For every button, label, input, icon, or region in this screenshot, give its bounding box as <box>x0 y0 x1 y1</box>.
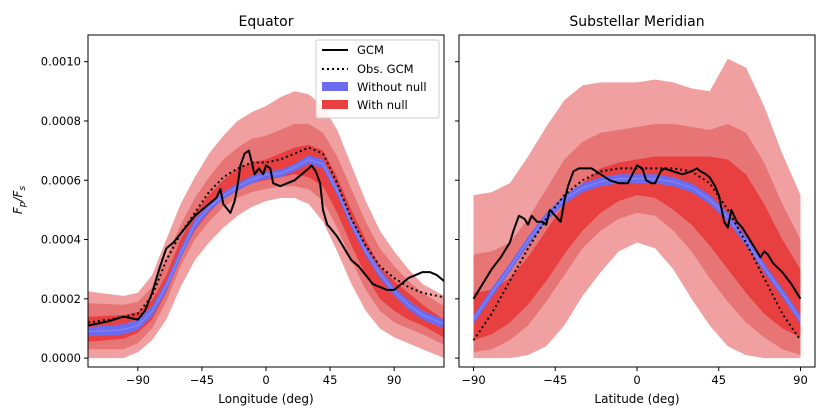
y-axis-label: Fp/Fs <box>11 186 28 215</box>
meridian-x-ticks: −90 −45 0 45 90 <box>461 367 808 387</box>
y-axis-label-sub-s: s <box>18 186 28 191</box>
x-tick-label: 45 <box>323 373 338 387</box>
legend-with-null-label: With null <box>357 98 408 112</box>
meridian-title: Substellar Meridian <box>569 14 704 30</box>
y-axis-label-slash: / <box>11 196 25 203</box>
meridian-y-ticks <box>455 61 459 359</box>
x-tick-label: 90 <box>387 373 402 387</box>
y-axis-label-main: F <box>11 206 25 214</box>
substellar-meridian-panel: Substellar Meridian −90 −45 0 45 90 Latitude… <box>455 14 816 406</box>
equator-xlabel: Longitude (deg) <box>218 392 313 406</box>
obs-gcm-line <box>472 167 802 341</box>
x-tick-label: 45 <box>711 373 726 387</box>
legend: GCM Obs. GCM Without null With null <box>315 39 440 119</box>
x-tick-label: −90 <box>126 373 150 387</box>
x-tick-label: 0 <box>262 373 269 387</box>
y-tick-label: 0.0004 <box>41 233 81 247</box>
band-with-null-inner-band <box>88 144 444 342</box>
legend-without-null-swatch <box>322 82 348 91</box>
equator-plot-area <box>88 91 444 359</box>
gcm-line <box>88 149 444 327</box>
band-without-null <box>473 174 801 324</box>
equator-title: Equator <box>239 14 294 30</box>
y-axis-label-sub-p: p <box>18 201 28 208</box>
y-tick-label: 0.0006 <box>41 173 81 187</box>
equator-x-ticks: −90 −45 0 45 90 <box>126 367 402 387</box>
meridian-plot-area <box>472 58 802 359</box>
legend-without-null-label: Without null <box>357 80 427 94</box>
without-null-center-line <box>88 158 444 332</box>
legend-frame <box>315 39 440 119</box>
band-with-null-inner-band <box>473 156 801 341</box>
y-tick-label: 0.0010 <box>41 55 81 69</box>
x-tick-label: −90 <box>461 373 485 387</box>
meridian-xlabel: Latitude (deg) <box>594 392 679 406</box>
equator-panel: Equator −90 −45 0 45 90 0.00000.00020.00040.… <box>11 14 445 406</box>
x-tick-label: −45 <box>543 373 567 387</box>
y-tick-label: 0.0000 <box>41 351 81 365</box>
band-with-null-outer-band <box>88 91 444 359</box>
y-tick-label: 0.0002 <box>41 292 81 306</box>
legend-with-null-swatch <box>322 100 348 109</box>
y-axis-label-main-2: F <box>11 189 25 197</box>
gcm-line <box>472 164 802 300</box>
x-tick-label: 0 <box>633 373 640 387</box>
x-tick-label: 90 <box>793 373 808 387</box>
legend-obs-gcm-label: Obs. GCM <box>357 62 414 76</box>
equator-y-ticks: 0.0000 0.0002 0.0004 0.0006 0.0008 0.0010 <box>41 55 88 365</box>
x-tick-label: −45 <box>190 373 214 387</box>
legend-gcm-label: GCM <box>357 43 384 57</box>
obs-gcm-line <box>88 146 444 324</box>
y-tick-label: 0.0008 <box>41 114 81 128</box>
